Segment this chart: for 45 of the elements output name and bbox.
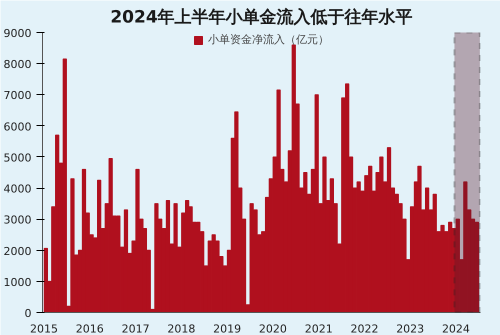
bar	[97, 180, 102, 312]
bar	[303, 172, 308, 312]
x-tick-label: 2020	[258, 322, 287, 335]
bar	[330, 178, 334, 312]
x-tick-label: 2015	[30, 322, 58, 335]
x-tick-label: 2023	[396, 322, 424, 335]
bar	[314, 94, 319, 312]
x-tick-label: 2019	[213, 322, 242, 335]
bar	[379, 156, 384, 312]
bar	[448, 222, 452, 312]
bar	[196, 222, 200, 312]
bar	[234, 111, 238, 312]
chart-title: 2024年上半年小单金流入低于往年水平	[110, 8, 413, 28]
y-tick-label: 6000	[4, 120, 32, 134]
y-tick-label: 4000	[4, 182, 32, 196]
bar	[212, 234, 216, 312]
bar	[356, 181, 361, 312]
y-tick-label: 0	[24, 307, 32, 320]
bar	[250, 203, 254, 312]
bar	[292, 44, 296, 312]
y-tick-label: 2000	[4, 244, 32, 258]
x-tick-label: 2016	[76, 322, 104, 335]
bar	[456, 218, 460, 312]
bar	[62, 58, 67, 312]
y-tick-label: 3000	[4, 214, 32, 227]
y-tick-label: 5000	[4, 151, 32, 164]
bar	[424, 188, 430, 312]
bar	[116, 216, 120, 312]
y-tick-label: 9000	[4, 27, 32, 40]
x-tick-label: 2021	[304, 322, 333, 335]
bar	[55, 134, 60, 312]
bar	[463, 181, 468, 312]
bar	[432, 194, 437, 312]
y-tick-label: 8000	[4, 58, 32, 72]
x-tick-label: 2018	[167, 322, 196, 335]
x-tick-label: 2022	[350, 322, 378, 335]
x-tick-label: 2024	[442, 322, 470, 335]
bar	[474, 222, 479, 312]
y-tick-label: 7000	[4, 89, 32, 102]
y-tick-label: 1000	[4, 276, 32, 289]
x-tick-label: 2017	[122, 322, 150, 335]
legend-label: 小单资金净流入（亿元）	[208, 32, 329, 47]
bar	[345, 83, 350, 312]
bar	[386, 147, 392, 312]
bar	[108, 158, 113, 312]
